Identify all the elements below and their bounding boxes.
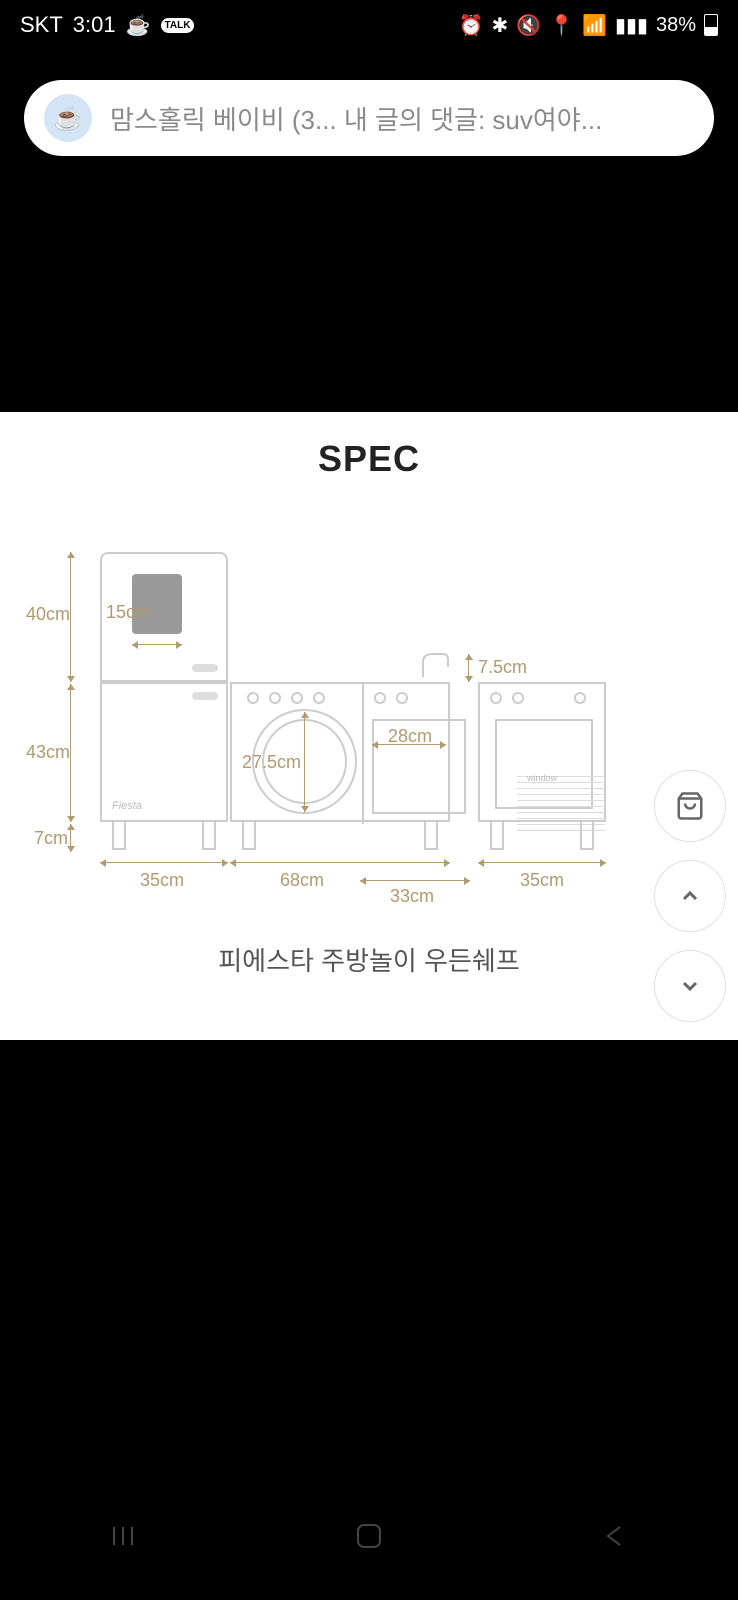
knob — [574, 692, 586, 704]
back-button[interactable] — [600, 1521, 630, 1559]
dim-fridge-width: 35cm — [140, 870, 184, 891]
dim-arrow — [70, 684, 71, 822]
knob — [247, 692, 259, 704]
notification-pill[interactable]: ☕ 맘스홀릭 베이비 (3... 내 글의 댓글: suv여야... — [24, 80, 714, 156]
shopping-bag-button[interactable] — [654, 770, 726, 842]
oven-knobs — [490, 692, 586, 704]
dim-faucet: 7.5cm — [478, 657, 527, 678]
carrier-label: SKT — [20, 12, 63, 38]
dim-arrow — [230, 862, 450, 863]
scroll-up-button[interactable] — [654, 860, 726, 932]
notification-text: 맘스홀릭 베이비 (3... 내 글의 댓글: suv여야... — [110, 100, 694, 137]
time-label: 3:01 — [73, 12, 116, 38]
chevron-up-icon — [678, 884, 702, 908]
recent-icon — [108, 1521, 138, 1551]
leg — [490, 820, 504, 850]
knob — [374, 692, 386, 704]
knob — [269, 692, 281, 704]
knob — [490, 692, 502, 704]
dim-arrow — [70, 552, 71, 682]
fridge-bottom: Fiesta — [100, 682, 228, 822]
sink-knobs — [374, 692, 408, 704]
status-left: SKT 3:01 ☕ TALK — [20, 12, 194, 38]
oven-window: window — [495, 719, 593, 809]
product-name: 피에스타 주방놀이 우든쉐프 — [0, 941, 738, 978]
dim-sink-door: 28cm — [388, 726, 432, 747]
dim-washer-width: 68cm — [280, 870, 324, 891]
notification-app-icon: ☕ — [44, 94, 92, 142]
spec-title: SPEC — [0, 412, 738, 480]
knob — [396, 692, 408, 704]
coffee-icon: ☕ — [53, 104, 83, 133]
floating-buttons — [654, 770, 726, 1022]
bluetooth-icon: ✱ — [491, 13, 508, 38]
home-button[interactable] — [354, 1521, 384, 1559]
knob — [512, 692, 524, 704]
dim-arrow — [360, 880, 470, 881]
battery-pct: 38% — [656, 14, 696, 37]
bag-icon — [675, 791, 705, 821]
leg — [112, 820, 126, 850]
knob — [291, 692, 303, 704]
oven-unit: window — [478, 682, 606, 822]
dim-arrow — [468, 654, 469, 682]
faucet-icon — [418, 652, 458, 682]
dim-arrow — [478, 862, 606, 863]
talk-icon: TALK — [161, 18, 195, 33]
status-right: ⏰ ✱ 🔇 📍 📶 ▮▮▮ 38% — [459, 13, 718, 38]
coffee-icon: ☕ — [126, 13, 151, 38]
scroll-down-button[interactable] — [654, 950, 726, 1022]
dim-arrow — [304, 712, 305, 812]
dim-oven-width: 35cm — [520, 870, 564, 891]
product-spec-image[interactable]: SPEC 40cm 43cm 7cm 15cm Fiesta — [0, 412, 738, 1040]
dim-fridge-bottom: 43cm — [26, 742, 70, 763]
leg — [580, 820, 594, 850]
navigation-bar — [0, 1480, 738, 1600]
mute-icon: 🔇 — [516, 13, 541, 38]
signal-icon: ▮▮▮ — [615, 13, 648, 38]
battery-icon — [704, 14, 718, 36]
recent-apps-button[interactable] — [108, 1521, 138, 1559]
status-bar: SKT 3:01 ☕ TALK ⏰ ✱ 🔇 📍 📶 ▮▮▮ 38% — [0, 0, 738, 50]
sink-subunit — [362, 684, 472, 824]
location-icon: 📍 — [549, 13, 574, 38]
fridge-handle — [192, 692, 218, 700]
dim-leg: 7cm — [34, 828, 68, 849]
leg — [242, 820, 256, 850]
dim-drum: 27.5cm — [242, 752, 301, 773]
knob — [313, 692, 325, 704]
dim-dispenser: 15cm — [106, 602, 150, 623]
brand-label: Fiesta — [112, 800, 142, 812]
dim-arrow — [70, 824, 71, 852]
chevron-down-icon — [678, 974, 702, 998]
spec-diagram: 40cm 43cm 7cm 15cm Fiesta — [30, 542, 710, 902]
dim-arrow — [100, 862, 228, 863]
home-icon — [354, 1521, 384, 1551]
wifi-icon: 📶 — [582, 13, 607, 38]
alarm-icon: ⏰ — [459, 13, 484, 38]
window-label: window — [527, 773, 557, 783]
control-knobs — [247, 692, 325, 704]
dim-sink-width: 33cm — [390, 886, 434, 907]
leg — [202, 820, 216, 850]
dim-arrow — [132, 644, 182, 645]
back-icon — [600, 1521, 630, 1551]
fridge-handle — [192, 664, 218, 672]
leg — [424, 820, 438, 850]
dim-fridge-top: 40cm — [26, 604, 70, 625]
